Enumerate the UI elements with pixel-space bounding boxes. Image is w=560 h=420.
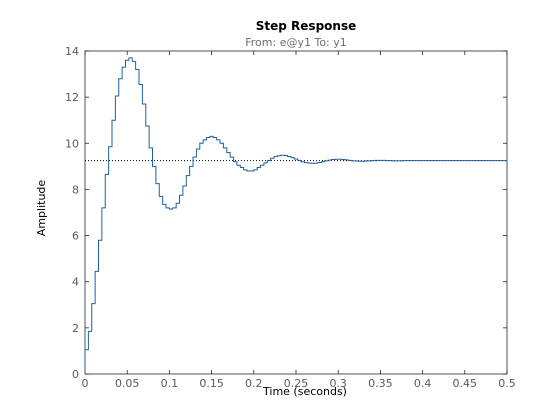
x-tick-label: 0.2: [245, 377, 263, 390]
plot-area: [84, 50, 508, 375]
y-tick-label: 8: [72, 183, 79, 196]
y-tick-label: 6: [72, 230, 79, 243]
series-step-line: [84, 57, 507, 374]
x-tick-label: 0.15: [199, 377, 224, 390]
x-tick-label: 0.05: [115, 377, 140, 390]
x-axis-label: Time (seconds): [262, 385, 347, 398]
x-tick-label: 0.35: [368, 377, 393, 390]
x-tick-label: 0.5: [498, 377, 516, 390]
chart-subtitle: From: e@y1 To: y1: [245, 36, 347, 49]
y-axis-label: Amplitude: [35, 180, 48, 237]
x-tick-label: 0.4: [414, 377, 432, 390]
y-tick-label: 4: [72, 276, 79, 289]
x-tick-label: 0.25: [284, 377, 309, 390]
y-tick-labels: 0 2 4 6 8 10 12 14: [65, 45, 79, 381]
y-tick-label: 14: [65, 45, 79, 58]
chart-title: Step Response: [256, 19, 356, 33]
y-tick-label: 12: [65, 91, 79, 104]
y-tick-label: 10: [65, 137, 79, 150]
x-tick-labels: 0 0.05 0.1 0.15 0.2 0.25 0.3 0.35 0.4 0.45 0.5: [82, 377, 516, 390]
axis-ticks: [84, 50, 508, 375]
x-tick-label: 0.1: [161, 377, 179, 390]
x-tick-label: 0.45: [453, 377, 478, 390]
x-tick-label: 0: [82, 377, 89, 390]
x-tick-label: 0.3: [329, 377, 347, 390]
y-tick-label: 0: [72, 368, 79, 381]
y-tick-label: 2: [72, 322, 79, 335]
